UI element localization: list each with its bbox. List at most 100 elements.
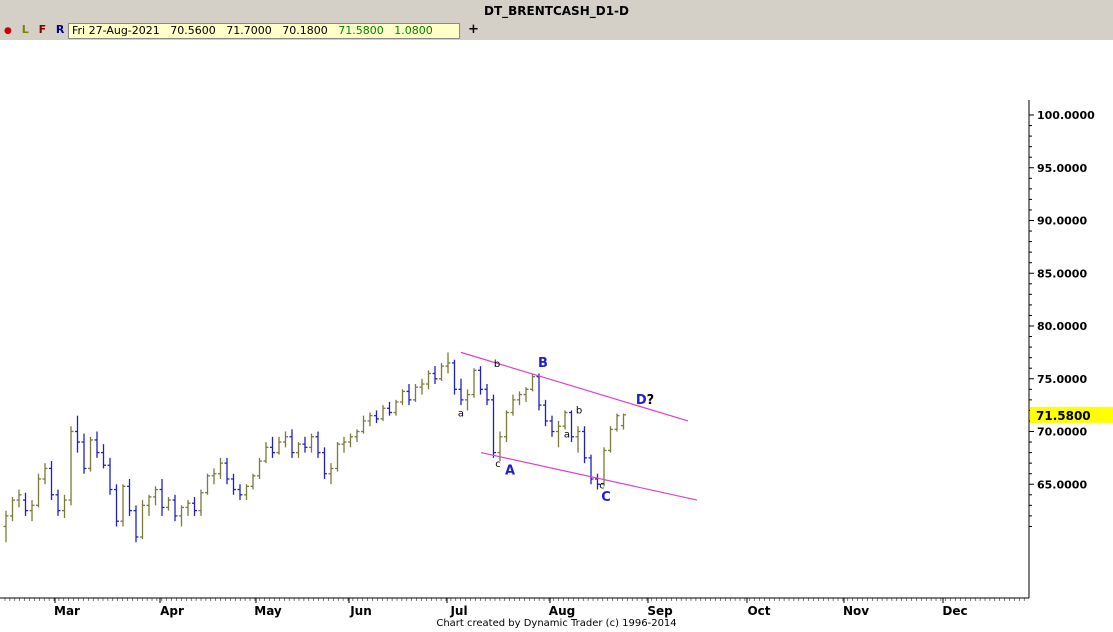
letter-r-button[interactable]: R — [55, 23, 65, 36]
ohlc-bar — [289, 429, 295, 458]
ohlc-bar — [523, 387, 529, 402]
ohlc-bar — [465, 389, 470, 411]
ohlc-bar — [237, 484, 243, 501]
ohlc-bar — [354, 429, 360, 443]
ohlc-bar — [101, 444, 106, 469]
ohlc-bar — [458, 378, 464, 406]
ohlc-bar — [315, 431, 321, 458]
ohlc-bar — [133, 505, 139, 543]
ohlc-bar — [367, 412, 373, 427]
price-chart[interactable]: 100.0000 95.0000 90.0000 85.0000 80.0000 75.0… — [0, 40, 1113, 632]
wave-label: B — [538, 356, 548, 371]
last-price-tag — [1030, 406, 1113, 423]
chart-credit: Chart created by Dynamic Trader (c) 1996… — [436, 618, 677, 629]
x-tick-label: Sep — [647, 604, 673, 618]
ohlc-bar — [88, 436, 93, 472]
add-plus-icon[interactable]: + — [468, 22, 479, 37]
ohlc-bar — [244, 484, 249, 501]
last-price-label: 71.5800 — [1036, 409, 1091, 423]
ohlc-bar — [276, 436, 282, 455]
ohlc-open: 70.5600 — [170, 24, 216, 37]
ohlc-bar — [10, 496, 15, 522]
ohlc-bar — [68, 426, 74, 506]
ohlc-bar — [179, 505, 184, 527]
ohlc-bar — [62, 494, 67, 519]
ohlc-bar — [120, 484, 126, 527]
ohlc-close: 71.5800 — [338, 24, 384, 37]
ohlc-bar — [504, 410, 509, 443]
ohlc-bar — [49, 461, 54, 501]
ohlc-bar — [283, 431, 288, 448]
ohlc-bar — [185, 500, 191, 516]
channel-upper-line — [460, 351, 689, 422]
ohlc-bar — [107, 457, 113, 495]
wave-label: a — [564, 430, 570, 441]
ohlc-bar — [29, 500, 35, 522]
wave-label: b — [494, 359, 500, 370]
ohlc-bar — [582, 426, 587, 464]
y-tick-label: 70.0000 — [1037, 426, 1087, 439]
ohlc-bar — [231, 473, 236, 495]
letter-f-button[interactable]: F — [38, 23, 47, 36]
ohlc-bar — [302, 436, 308, 453]
ohlc-bar — [224, 457, 230, 485]
ohlc-bar — [296, 442, 301, 458]
x-tick-label: Mar — [54, 604, 80, 618]
wave-label: D? — [636, 393, 654, 408]
ohlc-bar — [3, 510, 9, 543]
ohlc-bar — [335, 442, 340, 472]
y-tick-label: 80.0000 — [1037, 320, 1087, 333]
ohlc-bar — [608, 426, 613, 453]
y-tick-label: 95.0000 — [1037, 162, 1087, 175]
ohlc-bar — [445, 352, 451, 374]
ohlc-bar — [192, 496, 197, 516]
ohlc-bar — [250, 473, 256, 490]
ohlc-bar — [543, 399, 548, 427]
ohlc-bar — [198, 489, 204, 516]
ohlc-bar — [309, 433, 314, 453]
ohlc-date: Fri 27-Aug-2021 — [72, 24, 160, 37]
ohlc-bar — [36, 473, 41, 508]
ohlc-bar — [374, 410, 379, 424]
ohlc-bar — [127, 478, 132, 516]
ohlc-bar — [94, 431, 100, 458]
window-title: DT_BRENTCASH_D1-D — [0, 0, 1113, 23]
record-dot-icon[interactable]: ● — [4, 26, 12, 36]
ohlc-bar — [361, 415, 366, 434]
ohlc-bar — [569, 410, 574, 443]
ohlc-bar — [114, 484, 119, 527]
ohlc-bar — [484, 384, 490, 406]
ohlc-bar — [452, 359, 457, 395]
ohlc-bar — [146, 494, 152, 516]
wave-label: C — [601, 490, 611, 505]
ohlc-bar — [621, 413, 626, 430]
ohlc-bar — [380, 405, 386, 421]
chart-area[interactable] — [0, 40, 1113, 632]
letter-l-button[interactable]: L — [21, 23, 29, 36]
channel-lower-line — [480, 452, 698, 501]
x-tick-label: Dec — [942, 604, 967, 618]
ohlc-bar — [536, 373, 542, 411]
ohlc-bar — [426, 370, 431, 390]
ohlc-bar — [42, 463, 48, 485]
ohlc-bar — [432, 366, 438, 385]
y-tick-label: 90.0000 — [1037, 215, 1087, 228]
ohlc-bar — [263, 442, 269, 464]
ohlc-bar — [400, 389, 405, 406]
ohlc-bar — [406, 384, 412, 406]
ohlc-bar — [588, 454, 594, 485]
ohlc-bar — [491, 394, 496, 458]
ohlc-bar — [614, 413, 620, 432]
ohlc-bar — [575, 426, 581, 453]
x-tick-label: Aug — [549, 604, 575, 618]
ohlc-bar — [328, 463, 334, 485]
x-tick-label: Jun — [349, 604, 372, 618]
ohlc-bar — [75, 415, 80, 453]
ohlc-bar — [140, 500, 145, 540]
x-tick-label: Nov — [843, 604, 869, 618]
wave-label: c — [495, 459, 501, 470]
x-tick-label: Jul — [449, 604, 467, 618]
ohlc-bar — [341, 436, 347, 453]
ohlc-bar — [387, 401, 392, 416]
ohlc-bar — [153, 486, 158, 506]
